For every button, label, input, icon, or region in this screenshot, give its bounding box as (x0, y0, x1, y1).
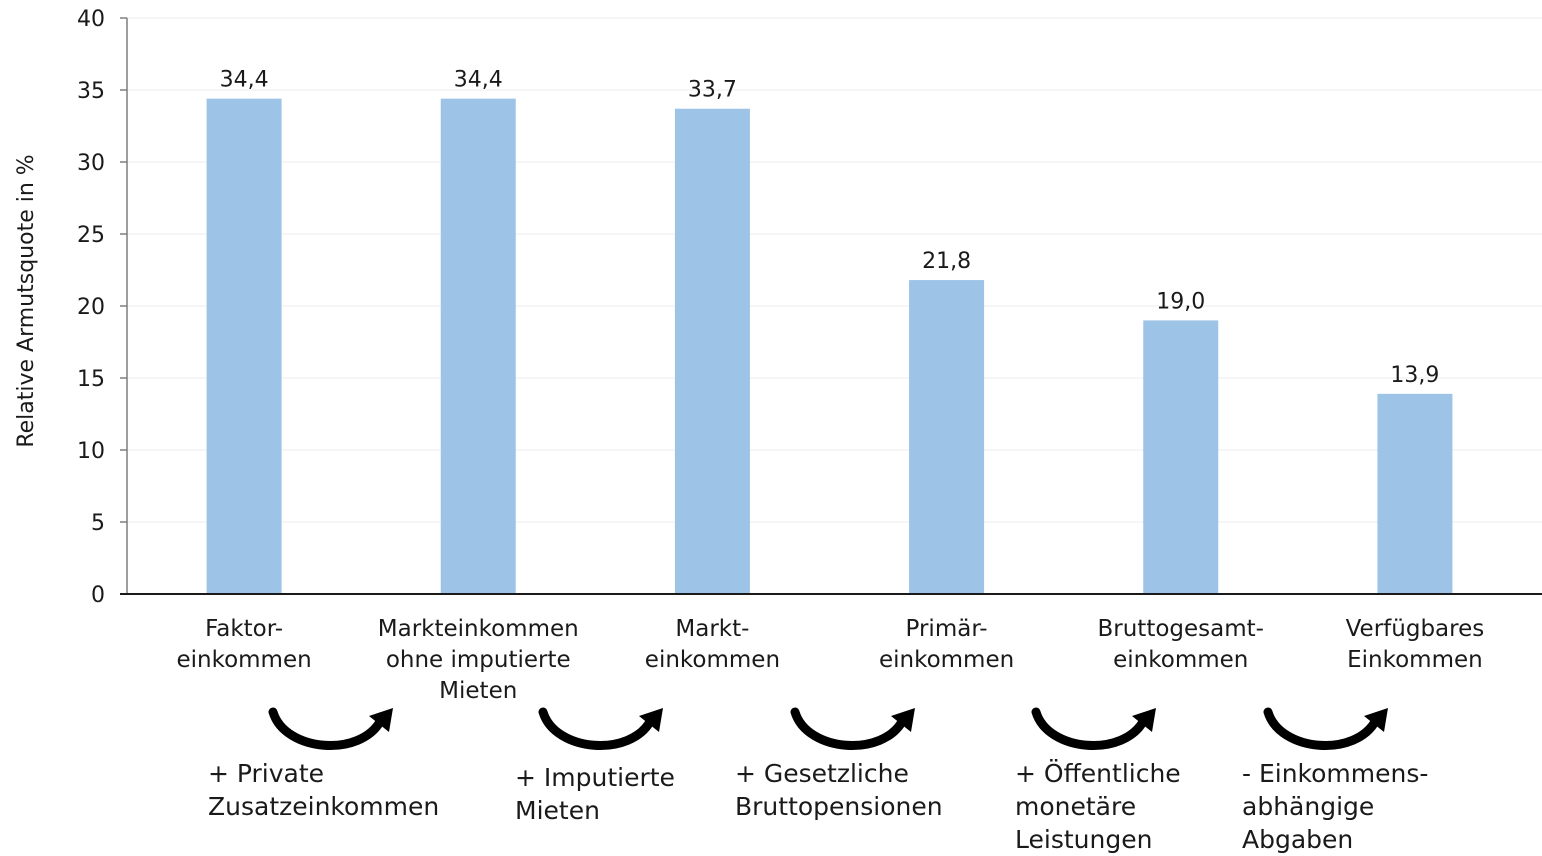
y-tick-label: 30 (77, 151, 105, 176)
step-annotation: + Öffentliche monetäre Leistungen (1015, 759, 1181, 854)
data-label: 33,7 (688, 78, 737, 103)
axes (120, 18, 1542, 595)
y-tick-label: 10 (77, 439, 105, 464)
step-annotation-line: abhängige (1242, 792, 1374, 821)
y-tick-label: 40 (77, 7, 105, 32)
step-annotation-line: + Öffentliche (1015, 759, 1181, 788)
step-annotation-line: monetäre (1015, 792, 1136, 821)
category-label-line: einkommen (645, 647, 780, 673)
step-arrow (538, 707, 663, 750)
step-annotation-line: + Private (208, 759, 324, 788)
step-annotations: + Private Zusatzeinkommen + Imputierte Miet… (208, 759, 1428, 854)
step-arrow (1031, 707, 1156, 750)
category-label-line: Markteinkommen (378, 616, 579, 642)
category-label: Markt-einkommen (645, 616, 780, 673)
y-tick-label: 5 (91, 511, 105, 536)
step-annotation: - Einkommens-abhängige Abgaben (1242, 759, 1428, 854)
y-axis-title: Relative Armutsquote in % (14, 154, 39, 447)
step-arrow-curve (1031, 707, 1149, 750)
step-annotation-line: Leistungen (1015, 825, 1152, 854)
bars (206, 98, 1453, 594)
category-label-line: ohne imputierte (386, 647, 571, 673)
step-arrow-head (369, 708, 393, 732)
step-annotation-line: + Gesetzliche (735, 759, 909, 788)
bar (1377, 393, 1453, 594)
data-labels: 34,4 34,4 33,7 21,8 19,0 13,9 (220, 68, 1440, 388)
step-arrow-curve (790, 707, 908, 750)
y-tick-label: 25 (77, 223, 105, 248)
y-tick-label: 0 (91, 583, 105, 608)
bar (206, 98, 282, 594)
step-arrow (1263, 707, 1388, 750)
bar (440, 98, 516, 594)
step-annotation-line: Abgaben (1242, 825, 1353, 854)
step-arrow-head (1364, 708, 1388, 732)
step-annotation: + Imputierte Mieten (515, 763, 675, 825)
category-label: Verfügbares Einkommen (1346, 616, 1485, 673)
category-label-line: einkommen (879, 647, 1014, 673)
data-label: 13,9 (1390, 363, 1439, 388)
category-label: Bruttogesamt-einkommen (1098, 616, 1264, 673)
y-tick-label: 35 (77, 79, 105, 104)
step-arrow-head (891, 708, 915, 732)
step-arrow (268, 707, 393, 750)
step-arrow-curve (1263, 707, 1381, 750)
step-annotation-line: + Imputierte (515, 763, 675, 792)
category-label-line: Verfügbares (1346, 616, 1485, 642)
category-labels: Faktor-einkommen Markteinkommen ohne imput… (176, 616, 1484, 704)
step-annotation-line: Bruttopensionen (735, 792, 943, 821)
step-annotation-line: Zusatzeinkommen (208, 792, 439, 821)
category-label-line: Bruttogesamt- (1098, 616, 1264, 642)
step-arrow-head (639, 708, 663, 732)
category-label-line: Mieten (439, 678, 517, 704)
step-arrow (790, 707, 915, 750)
category-label-line: Markt- (675, 616, 749, 642)
y-tick-label: 20 (77, 295, 105, 320)
step-annotation-line: Mieten (515, 796, 600, 825)
gridlines (127, 17, 1542, 523)
step-arrows (268, 707, 1388, 750)
category-label-line: Einkommen (1347, 647, 1483, 673)
data-label: 34,4 (454, 68, 503, 93)
data-label: 19,0 (1156, 289, 1205, 314)
step-annotation: + Private Zusatzeinkommen (208, 759, 439, 821)
step-arrow-curve (538, 707, 656, 750)
step-arrow-head (1132, 708, 1156, 732)
bar (909, 280, 985, 594)
category-label-line: einkommen (176, 647, 311, 673)
category-label-line: Faktor- (205, 616, 283, 642)
data-label: 21,8 (922, 249, 971, 274)
category-label: Faktor-einkommen (176, 616, 311, 673)
step-annotation: + Gesetzliche Bruttopensionen (735, 759, 943, 821)
bar (674, 108, 750, 594)
category-label: Primär-einkommen (879, 616, 1014, 673)
category-label-line: Primär- (906, 616, 988, 642)
category-label-line: einkommen (1113, 647, 1248, 673)
step-annotation-line: - Einkommens- (1242, 759, 1428, 788)
data-label: 34,4 (220, 68, 269, 93)
y-axis-ticks: 0 5 10 15 20 25 30 35 40 (77, 7, 127, 608)
step-arrow-curve (268, 707, 386, 750)
category-label: Markteinkommen ohne imputierte Mieten (378, 616, 579, 704)
y-tick-label: 15 (77, 367, 105, 392)
bar (1143, 320, 1219, 594)
